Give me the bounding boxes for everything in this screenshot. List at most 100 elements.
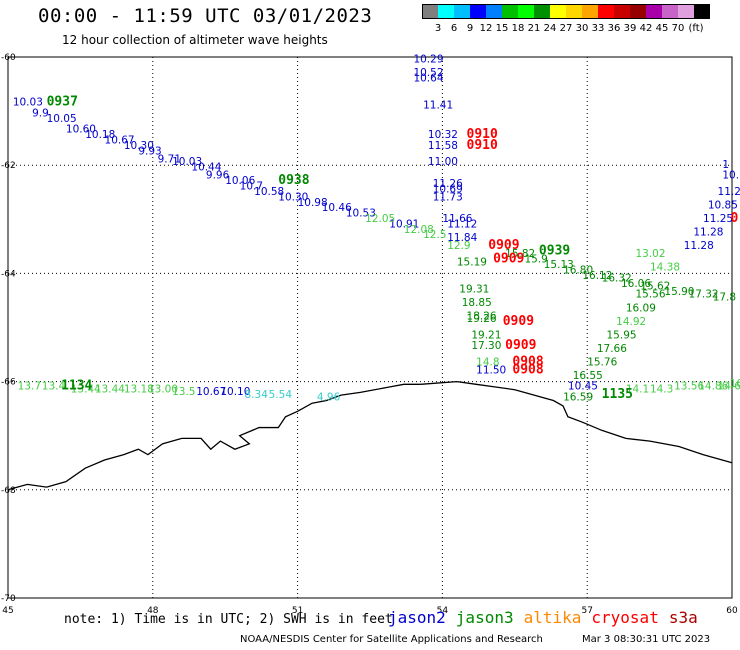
wave-height-label: 11.28 [693,227,723,239]
wave-height-label: 15.76 [587,356,617,368]
wave-height-label: 11.50 [476,364,506,376]
wave-height-label: 16.80 [563,264,593,276]
wave-height-label: 13.02 [635,248,665,260]
wave-height-label: 14.1 [626,383,649,395]
pass-time-label: 0 [731,211,739,226]
color-scale-label: 36 [607,23,621,34]
wave-height-label: 9.9 [32,108,49,120]
wave-height-label: 13.7 [18,381,41,393]
color-scale-border [422,4,710,19]
wave-height-label: 10.98 [298,197,328,209]
wave-height-label: 16.55 [573,370,603,382]
color-scale-label: 33 [591,23,605,34]
color-scale-label: 18 [511,23,525,34]
wave-height-label: 10.53 [346,208,376,220]
color-scale-swatch [598,4,614,19]
satellite-legend: jason2 jason3 altika cryosat s3a [388,608,708,627]
wave-height-label: 10.03 [172,156,202,168]
legend-item-altika: altika [523,608,582,627]
wave-height-label: 10.58 [254,186,284,198]
credit-line: NOAA/NESDIS Center for Satellite Applica… [240,634,543,645]
wave-height-label: 11.66 [442,213,472,225]
wave-height-label: 10. [722,170,739,182]
pass-time-label: 0909 [505,338,536,353]
wave-height-label: 15.56 [635,289,665,301]
color-scale-label: 30 [575,23,589,34]
wave-height-label: 14.6 [718,381,740,393]
wave-height-label: 14.8 [476,356,499,368]
wave-height-label: 11.28 [684,240,714,252]
color-scale-swatch [630,4,646,19]
wave-height-label: 4.96 [317,392,341,404]
color-scale-unit: (ft) [688,23,704,34]
wave-height-label: 11.25 [703,213,733,225]
wave-height-label: 11.58 [428,140,458,152]
wave-height-label: 11.26 [433,178,463,190]
wave-height-label: 10.10 [220,386,250,398]
wave-height-label: 19.26 [467,313,497,325]
color-scale-label: 45 [655,23,669,34]
page-subtitle: 12 hour collection of altimeter wave hei… [62,33,328,47]
wave-height-label: 19.21 [471,329,501,341]
wave-height-label: 16.12 [582,270,612,282]
wave-height-label: 13.44 [95,383,125,395]
footer-note: note: 1) Time is in UTC; 2) SWH is in fe… [64,612,393,627]
wave-height-label: 19.31 [459,283,489,295]
color-scale-swatch [534,4,550,19]
color-scale-swatch [422,4,438,19]
color-scale-label: 39 [623,23,637,34]
wave-height-label: 10.30 [278,191,308,203]
wave-height-label: 10.44 [191,162,221,174]
wave-height-label: 9.96 [206,170,230,182]
pass-time-label: 0939 [539,243,570,258]
wave-height-label: 13.44 [71,383,101,395]
longitude-tick-label: 57 [581,606,592,616]
pass-time-label: 0909 [503,314,534,329]
coastline [420,380,733,464]
wave-height-label: 12.05 [365,213,395,225]
wave-height-label: 11.00 [428,156,458,168]
wave-height-label: 16.09 [626,302,656,314]
wave-height-label: 13.00 [148,383,178,395]
coastline [7,383,421,491]
wave-height-label: 9.71 [158,153,181,165]
wave-height-label: 10.29 [413,53,443,65]
longitude-tick-label: 54 [437,606,449,616]
wave-height-label: 18.85 [462,297,492,309]
pass-time-label: 0910 [467,127,498,142]
longitude-tick-label: 60 [726,606,738,616]
color-scale-swatch [518,4,534,19]
wave-height-label: 17.66 [597,343,627,355]
wave-height-label: 12.5 [423,229,446,241]
page-title: 00:00 - 11:59 UTC 03/01/2023 [38,5,373,27]
wave-height-label: 10.67 [105,135,135,147]
wave-height-label: 16 [730,378,740,390]
wave-height-label: 13.18 [124,383,154,395]
wave-height-label: 11.2 [718,186,740,198]
wave-height-label: 15.62 [640,281,670,293]
color-scale-label: 3 [434,23,442,34]
wave-height-label: 15.90 [664,286,694,298]
wave-height-label: 9.93 [138,145,161,157]
wave-height-label: 12.9 [447,240,470,252]
pass-time-label: 0938 [278,173,309,188]
latitude-tick-label: -66 [1,378,16,388]
color-scale-swatch [646,4,662,19]
pass-time-label: 0937 [47,95,78,110]
wave-height-label: 13.56 [674,381,704,393]
pass-time-label: 0910 [467,138,498,153]
color-scale-label: 24 [543,23,557,34]
color-scale-swatch [454,4,470,19]
longitude-tick-label: 48 [147,606,159,616]
wave-height-label: 10.46 [322,202,352,214]
color-scale-swatch [582,4,598,19]
color-scale-label: 12 [479,23,493,34]
latitude-tick-label: -68 [1,486,16,496]
color-scale-label: 70 [671,23,685,34]
latitude-tick-label: -60 [1,53,16,63]
wave-height-label: 13.4 [42,381,66,393]
wave-height-label: 14.38 [650,262,680,274]
generation-timestamp: Mar 3 08:30:31 UTC 2023 [582,634,711,645]
color-scale-label: 15 [495,23,509,34]
wave-height-label: 10.7 [240,181,263,193]
